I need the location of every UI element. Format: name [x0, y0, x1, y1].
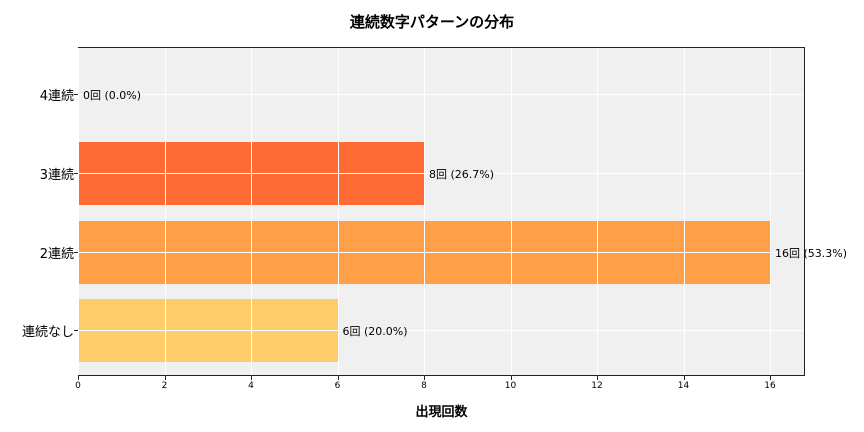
x-tick-mark — [337, 376, 339, 380]
x-tick-mark — [424, 376, 425, 380]
bar-2 — [79, 221, 771, 284]
bar-3 — [79, 299, 339, 362]
x-gridline — [164, 48, 166, 375]
x-gridline — [597, 48, 598, 375]
x-gridline — [337, 48, 339, 375]
x-tick-label: 14 — [677, 381, 690, 391]
y-tick-mark — [74, 251, 78, 253]
y-gridline — [79, 329, 804, 331]
x-tick-label: 2 — [161, 381, 168, 391]
y-gridline — [79, 94, 804, 95]
x-gridline — [683, 48, 685, 375]
y-tick-label: 3連続 — [39, 167, 74, 183]
chart-title: 連続数字パターンの分布 — [349, 13, 515, 31]
bar-value-label: 0回 (0.0%) — [83, 89, 142, 102]
y-tick-label: 連続なし — [21, 324, 74, 340]
x-tick-mark — [251, 376, 252, 380]
y-gridline — [79, 251, 804, 253]
x-tick-mark — [164, 376, 166, 380]
plot-area: 0回 (0.0%) 8回 (26.7%) 16回 (53.3%) 6回 (20.0%) — [78, 47, 847, 376]
x-gridline — [510, 48, 512, 375]
x-tick-mark — [597, 376, 598, 380]
y-gridline — [79, 172, 804, 174]
x-tick-label: 4 — [248, 381, 254, 391]
y-tick-mark — [74, 94, 78, 95]
y-tick-label: 4連続 — [39, 89, 74, 104]
x-tick-label: 8 — [421, 381, 427, 391]
x-tick-mark — [683, 376, 685, 380]
x-tick-label: 0 — [75, 381, 81, 391]
x-tick-mark — [510, 376, 512, 380]
bar-value-label: 16回 (53.3%) — [775, 246, 848, 260]
x-tick-label: 16 — [764, 381, 776, 391]
x-gridline — [251, 48, 252, 375]
bar-value-label: 8回 (26.7%) — [429, 167, 495, 181]
x-tick-label: 12 — [591, 381, 603, 391]
x-tick-label: 10 — [504, 381, 517, 391]
y-tick-label: 2連続 — [39, 246, 74, 262]
x-gridline — [770, 48, 771, 375]
bar-value-label: 6回 (20.0%) — [342, 324, 408, 338]
bar-1 — [79, 142, 425, 205]
x-gridline — [78, 48, 79, 375]
x-tick-mark — [78, 376, 79, 380]
x-axis-label: 出現回数 — [415, 405, 468, 420]
x-gridline — [424, 48, 425, 375]
y-tick-mark — [74, 172, 78, 174]
y-tick-mark — [74, 329, 78, 331]
x-tick-label: 6 — [334, 381, 341, 391]
x-tick-mark — [770, 376, 771, 380]
